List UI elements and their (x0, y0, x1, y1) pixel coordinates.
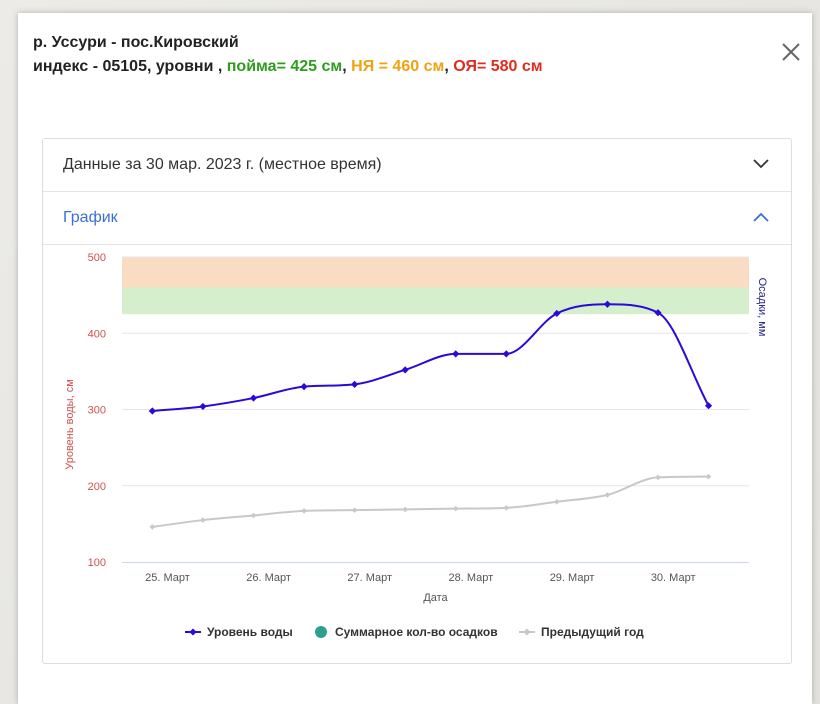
y-axis-right-title: Осадки, мм (756, 278, 768, 337)
previous-year-point[interactable] (200, 517, 206, 523)
previous-year-point[interactable] (655, 474, 661, 481)
separator: , (342, 58, 347, 75)
previous-year-point[interactable] (351, 507, 358, 513)
legend-marker (189, 628, 197, 636)
previous-year-line (152, 475, 709, 528)
level-floodplain: пойма= 425 см (226, 58, 343, 75)
separator: , (444, 58, 449, 75)
station-name: р. Уссури - пос.Кировский (33, 34, 239, 51)
chevron-up-icon (753, 212, 769, 222)
water-level-point[interactable] (148, 407, 156, 415)
x-axis-title: Дата (423, 592, 448, 604)
previous-year-point[interactable] (503, 505, 510, 511)
station-levels: индекс - 05105, уровни , пойма= 425 см, … (33, 55, 733, 79)
x-tick-label: 29. Март (550, 572, 595, 584)
previous-year-point[interactable] (402, 506, 408, 513)
accordion-header-chart[interactable]: График (43, 192, 791, 245)
plot-bands (122, 257, 749, 315)
plot-band-1 (122, 287, 749, 315)
station-index: индекс - 05105, уровни , (33, 58, 223, 75)
info-accordion: Данные за 30 мар. 2023 г. (местное время… (42, 138, 792, 664)
y-axis-title: Уровень воды, см (64, 379, 76, 470)
chevron-down-icon (753, 159, 769, 169)
accordion-data-label: Данные за 30 мар. 2023 г. (местное время… (63, 156, 382, 173)
level-critical: ОЯ= 580 см (453, 58, 543, 75)
previous-year-point[interactable] (149, 524, 156, 530)
x-tick-label: 27. Март (347, 572, 392, 584)
grid-lines (122, 256, 749, 487)
previous-year-point[interactable] (301, 508, 307, 514)
y-tick-label: 400 (88, 328, 106, 340)
accordion-header-data[interactable]: Данные за 30 мар. 2023 г. (местное время… (43, 139, 791, 192)
y-tick-label: 500 (88, 252, 106, 264)
legend-marker (523, 628, 531, 636)
x-tick-label: 30. Март (651, 572, 696, 584)
water-level-point[interactable] (452, 350, 460, 358)
water-level-point[interactable] (249, 394, 258, 402)
chart-container: 100 200 300 400 500 25. Март 26. Март 27. Март… (43, 245, 791, 663)
series-group (148, 300, 713, 530)
previous-year-point[interactable] (604, 492, 611, 498)
water-level-point[interactable] (199, 402, 207, 411)
legend-item-0[interactable]: Уровень воды (185, 625, 293, 639)
water-level-chart: 100 200 300 400 500 25. Март 26. Март 27. Март… (64, 252, 768, 639)
accordion-chart-label: График (63, 209, 118, 226)
legend-label: Предыдущий год (541, 625, 644, 639)
previous-year-point[interactable] (452, 505, 459, 512)
y-axis-ticks: 100 200 300 400 500 (88, 252, 106, 569)
legend-item-1[interactable]: Суммарное кол-во осадков (315, 625, 498, 639)
y-tick-label: 200 (88, 481, 106, 493)
legend-item-2[interactable]: Предыдущий год (519, 625, 644, 639)
close-icon (782, 43, 800, 61)
close-button[interactable] (780, 41, 802, 63)
legend-label: Суммарное кол-во осадков (335, 625, 498, 639)
x-tick-label: 28. Март (449, 572, 494, 584)
previous-year-point[interactable] (705, 473, 712, 480)
water-level-point[interactable] (350, 380, 359, 388)
x-tick-label: 26. Март (246, 572, 291, 584)
legend-label: Уровень воды (207, 625, 293, 639)
plot-band-0 (122, 257, 749, 288)
modal-title: р. Уссури - пос.Кировский индекс - 05105… (33, 31, 733, 79)
y-tick-label: 300 (88, 405, 106, 417)
y-tick-label: 100 (88, 557, 106, 569)
level-danger: НЯ = 460 см (351, 58, 445, 75)
water-level-point[interactable] (300, 383, 308, 391)
previous-year-point[interactable] (250, 512, 257, 519)
water-level-line (152, 303, 710, 413)
legend-symbol (315, 626, 327, 638)
x-axis-ticks: 25. Март 26. Март 27. Март 28. Март 29. Март… (145, 572, 695, 584)
station-modal: р. Уссури - пос.Кировский индекс - 05105… (18, 13, 812, 704)
previous-year-point[interactable] (554, 498, 560, 505)
water-level-point[interactable] (704, 402, 713, 410)
water-level-point[interactable] (401, 366, 409, 374)
x-tick-label: 25. Март (145, 572, 190, 584)
water-level-point[interactable] (502, 350, 510, 358)
chart-legend: Уровень воды Суммарное кол-во осадков Пред… (185, 625, 644, 639)
